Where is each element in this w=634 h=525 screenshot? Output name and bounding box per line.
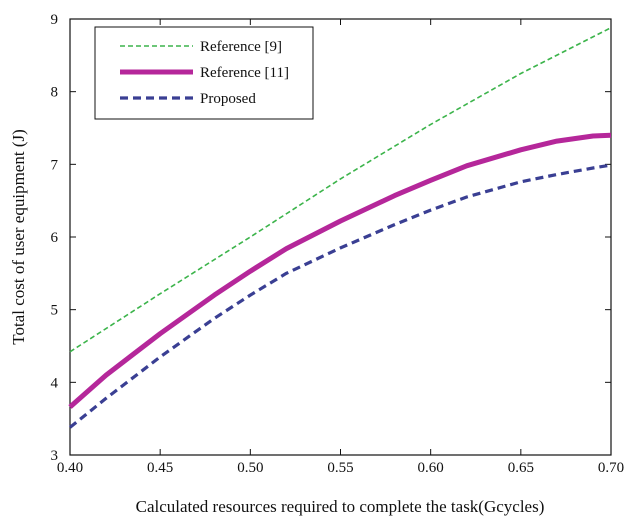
y-axis-title: Total cost of user equipment (J)	[9, 129, 28, 345]
y-tick-label: 6	[51, 230, 59, 246]
y-tick-label: 5	[51, 303, 59, 319]
y-tick-label: 4	[51, 375, 59, 391]
legend: Reference [9] Reference [11] Proposed	[94, 26, 314, 120]
y-tick-label: 8	[51, 85, 59, 101]
legend-label-reference-11: Reference [11]	[200, 65, 289, 81]
series-layer	[68, 26, 612, 429]
legend-label-proposed: Proposed	[200, 91, 256, 107]
x-axis-title: Calculated resources required to complet…	[136, 497, 545, 516]
x-tick-label: 0.40	[57, 460, 83, 476]
legend-label-reference-9: Reference [9]	[200, 39, 282, 55]
x-tick-label: 0.70	[598, 460, 624, 476]
x-axis-ticks: 0.40 0.45 0.50 0.55 0.60 0.65 0.70	[57, 19, 624, 476]
x-tick-label: 0.50	[237, 460, 263, 476]
x-tick-label: 0.60	[418, 460, 444, 476]
x-tick-label: 0.55	[327, 460, 353, 476]
x-tick-label: 0.45	[147, 460, 173, 476]
x-tick-label: 0.65	[508, 460, 534, 476]
series-line-reference-9	[69, 26, 612, 353]
series-line-reference-11	[68, 132, 612, 409]
y-tick-label: 9	[51, 12, 59, 28]
series-line-proposed	[68, 163, 612, 429]
y-tick-label: 3	[51, 448, 59, 464]
y-tick-label: 7	[51, 157, 59, 173]
